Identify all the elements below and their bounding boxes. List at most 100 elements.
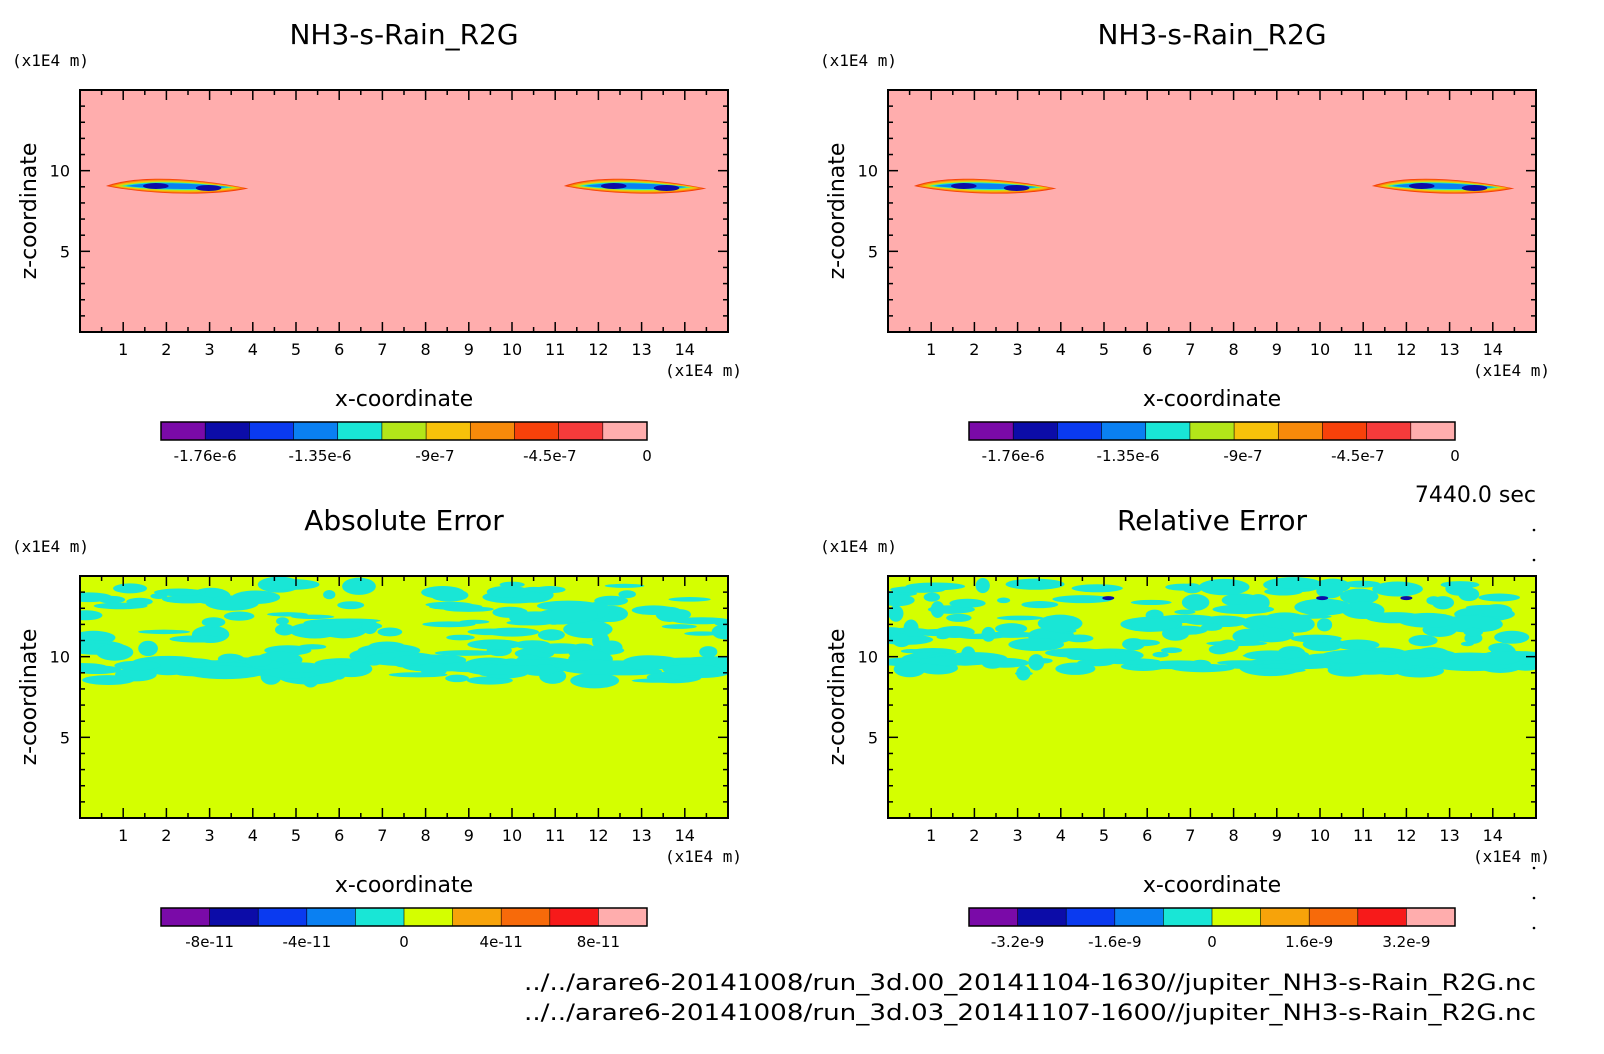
- contour-core: [1408, 182, 1435, 189]
- contour-patch: [311, 664, 356, 678]
- contour-patch: [342, 577, 376, 595]
- y-tick-label: 10: [50, 648, 70, 667]
- contour-patch: [1343, 580, 1381, 588]
- contour-patch: [434, 650, 497, 656]
- y-tick-label: 5: [868, 728, 878, 747]
- field-features: [105, 178, 707, 194]
- contour-patch: [618, 590, 636, 599]
- colorbar-segment: [1163, 908, 1213, 926]
- contour-patch: [169, 635, 226, 643]
- colorbar-segment: [161, 908, 211, 926]
- contour-patch: [1277, 650, 1309, 659]
- contour-patch: [1131, 618, 1179, 631]
- colorbar-tick-label: -9e-7: [1223, 447, 1262, 465]
- field-background: [888, 90, 1536, 332]
- chart-panel: Relative Error(x1E4 m)1 2 3 4 5 6 7 8 9 10 11 12 13 1…: [820, 504, 1550, 951]
- contour-patch: [570, 672, 620, 689]
- contour-patch: [1408, 634, 1438, 647]
- colorbar-segment: [1013, 422, 1058, 440]
- contour-patch: [392, 654, 466, 665]
- colorbar-segment: [337, 422, 383, 440]
- contour-patch: [1286, 614, 1332, 619]
- contour-patch: [1269, 580, 1324, 589]
- contour-patch: [923, 592, 941, 602]
- x-tick-label: 9: [1272, 340, 1282, 359]
- x-tick-label: 4: [248, 826, 258, 845]
- x-tick-label: 11: [545, 826, 565, 845]
- contour-patch: [900, 648, 922, 654]
- colorbar-tick-label: 0: [642, 447, 652, 465]
- chart-title: Relative Error: [1117, 504, 1308, 537]
- colorbar-segment: [1357, 908, 1407, 926]
- contour-patch: [1397, 612, 1458, 628]
- colorbar-segment: [470, 422, 515, 440]
- x-tick-label: 1: [926, 340, 936, 359]
- y-tick-label: 5: [60, 242, 70, 261]
- field-background: [80, 576, 728, 818]
- contour-patch: [558, 659, 634, 675]
- contour-patch: [622, 655, 674, 671]
- file-path-label: ../../arare6-20141008/run_3d.00_20141104…: [524, 971, 1536, 996]
- x-tick-label: 9: [1272, 826, 1282, 845]
- contour-patch: [298, 644, 327, 650]
- x-tick-label: 3: [1013, 826, 1023, 845]
- contour-patch: [1184, 616, 1216, 625]
- contour-patch: [80, 592, 113, 603]
- colorbar-segment: [1057, 422, 1103, 440]
- contour-patch: [892, 633, 911, 648]
- contour-patch: [1005, 578, 1065, 590]
- contour-patch: [888, 605, 904, 622]
- x-tick-label: 14: [675, 340, 695, 359]
- x-unit-label: (x1E4 m): [1473, 361, 1550, 380]
- colorbar-segment: [1145, 422, 1191, 440]
- colorbar-tick-label: -1.35e-6: [289, 447, 352, 465]
- contour-patch: [890, 586, 943, 593]
- colorbar-segment: [1101, 422, 1147, 440]
- colorbar-segment: [1309, 908, 1359, 926]
- y-axis-label: z-coordinate: [17, 143, 42, 280]
- x-tick-label: 14: [1483, 340, 1503, 359]
- contour-patch: [155, 588, 202, 597]
- contour-patch: [1232, 628, 1264, 644]
- x-tick-label: 5: [1099, 826, 1109, 845]
- x-tick-label: 7: [377, 826, 387, 845]
- contour-patch: [323, 589, 336, 600]
- x-tick-label: 8: [421, 340, 431, 359]
- x-tick-label: 11: [1353, 340, 1373, 359]
- colorbar-tick-label: 0: [1450, 447, 1460, 465]
- contour-patch: [1294, 598, 1352, 616]
- contour-patch: [982, 631, 1038, 638]
- y-axis-label: z-coordinate: [825, 629, 850, 766]
- contour-patch: [631, 678, 683, 683]
- field-background: [888, 576, 1536, 818]
- field-features: [80, 576, 728, 689]
- x-tick-label: 13: [631, 826, 651, 845]
- x-tick-label: 13: [1439, 340, 1459, 359]
- chart-panel: Absolute Error(x1E4 m)1 2 3 4 5 6 7 8 9 10 11 12 13 1…: [12, 504, 742, 951]
- contour-patch: [300, 620, 363, 632]
- colorbar-segment: [426, 422, 471, 440]
- contour-patch: [1431, 596, 1455, 610]
- contour-patch: [337, 601, 365, 610]
- contour-patch: [949, 598, 986, 608]
- contour-core: [1316, 596, 1329, 601]
- contour-patch: [1014, 671, 1033, 676]
- colorbar-tick-label: -1.76e-6: [982, 447, 1045, 465]
- contour-patch: [946, 613, 972, 622]
- field-background: [80, 90, 728, 332]
- colorbar-segment: [381, 422, 427, 440]
- contour-patch: [138, 640, 158, 657]
- contour-patch: [263, 579, 320, 590]
- margin-dot: [1532, 896, 1536, 900]
- contour-patch: [267, 612, 308, 617]
- x-tick-label: 6: [1142, 826, 1152, 845]
- x-tick-label: 12: [1396, 826, 1416, 845]
- x-tick-label: 6: [334, 826, 344, 845]
- contour-core: [600, 182, 627, 189]
- x-tick-label: 7: [1185, 826, 1195, 845]
- chart-title: Absolute Error: [304, 504, 504, 537]
- x-unit-label: (x1E4 m): [1473, 847, 1550, 866]
- contour-patch: [535, 643, 585, 654]
- contour-patch: [1021, 601, 1059, 609]
- contour-patch: [1198, 578, 1250, 596]
